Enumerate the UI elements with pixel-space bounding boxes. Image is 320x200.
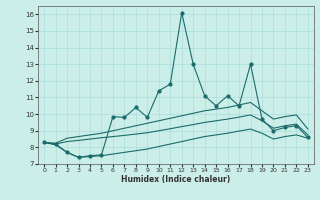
X-axis label: Humidex (Indice chaleur): Humidex (Indice chaleur) xyxy=(121,175,231,184)
